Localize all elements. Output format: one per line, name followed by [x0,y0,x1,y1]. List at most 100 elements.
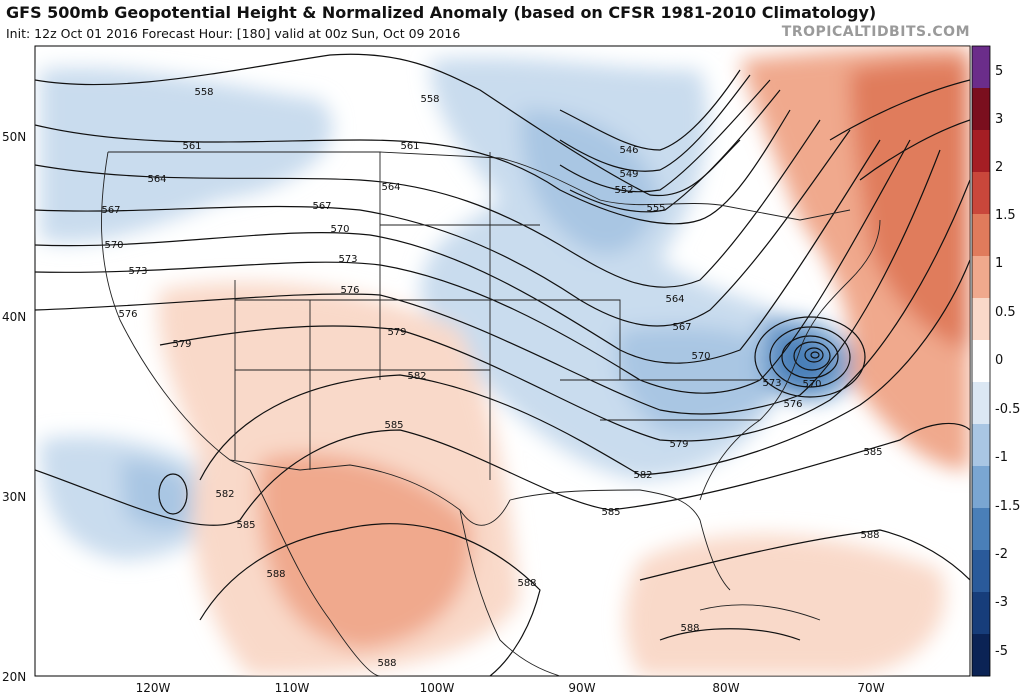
contour-low-ring-1 [754,316,866,398]
cb-label-5: 5 [995,64,1003,79]
chart-subtitle: Init: 12z Oct 01 2016 Forecast Hour: [18… [6,26,461,41]
contour-labels: 558 558 561 561 564 564 564 567 567 567 … [101,87,882,669]
label-564-b: 564 [381,182,400,193]
lon-label-70w: 70W [857,681,884,695]
contour-564 [35,119,821,288]
contour-585 [35,422,970,526]
lon-label-120w: 120W [136,681,171,695]
lon-label-100w: 100W [420,681,455,695]
cuba [699,604,821,621]
label-588: 588 [266,569,285,580]
anomaly-shading [40,46,970,676]
label-561: 561 [182,141,201,152]
colorbar-labels: 5 3 2 1.5 1 0.5 0 -0.5 -1 -1.5 -2 -3 -5 [995,64,1020,659]
label-573-c: 573 [762,378,781,389]
colorbar-segment [972,214,990,257]
colorbar-segment [972,592,990,635]
state-line-8 [490,299,621,380]
colorbar-segment [972,46,990,89]
label-570-b: 570 [330,224,349,235]
contour-northeast-loop [829,79,970,141]
label-546: 546 [619,145,638,156]
label-570-d: 570 [802,379,821,390]
contour-546 [559,69,741,151]
lat-label-30n: 30N [2,490,26,504]
label-573-b: 573 [338,254,357,265]
label-570: 570 [104,240,123,251]
label-579-c: 579 [669,439,688,450]
label-582-b: 582 [633,470,652,481]
cb-label-neg-0-5: -0.5 [995,402,1020,417]
cb-label-0: 0 [995,353,1003,368]
contour-low-ring-5 [804,347,824,363]
contour-low-ring-6 [810,351,820,359]
cb-label-0-5: 0.5 [995,305,1016,320]
label-564: 564 [147,174,166,185]
cb-label-1-5: 1.5 [995,208,1016,223]
mexico-gulf-coast [459,509,561,676]
contour-555 [569,89,781,213]
label-555: 555 [646,203,665,214]
state-borders [101,151,881,676]
contour-570 [35,139,881,364]
us-coastline-west [101,151,251,471]
contour-573 [35,139,911,394]
cb-label-neg-3: -3 [995,595,1008,610]
label-567: 567 [101,205,120,216]
lat-label-40n: 40N [2,310,26,324]
colorbar-segment [972,508,990,551]
label-576-b: 576 [340,285,359,296]
colorbar-segment [972,466,990,509]
label-588-e: 588 [377,658,396,669]
colorbar-frame [971,45,991,677]
contour-northeast-loop-2 [859,119,970,181]
gulf-coast [509,489,731,591]
colorbar-segment [972,172,990,215]
colorbar-segment [972,256,990,299]
us-mexico-border [229,459,511,526]
label-588-b: 588 [517,578,536,589]
lon-label-90w: 90W [568,681,595,695]
label-570-c: 570 [691,351,710,362]
colorbar-segment [972,340,990,383]
site-watermark: TROPICALTIDBITS.COM [781,24,970,40]
label-579-b: 579 [387,327,406,338]
label-585-c: 585 [863,447,882,458]
us-canada-border [108,151,851,221]
lon-label-110w: 110W [275,681,310,695]
label-588-d: 588 [680,623,699,634]
contour-588-carib [659,628,801,641]
colorbar-segment [972,550,990,593]
label-573: 573 [128,266,147,277]
cb-label-3: 3 [995,112,1003,127]
label-567-c: 567 [672,322,691,333]
label-561-b: 561 [400,141,419,152]
contour-low-ring-4 [793,341,831,371]
contour-549 [559,74,751,172]
cb-label-neg-5: -5 [995,644,1008,659]
colorbar-segment [972,298,990,341]
mexico-coast [249,469,381,676]
label-582-c: 582 [215,489,234,500]
colorbar-segment [972,88,990,131]
label-558: 558 [194,87,213,98]
cb-label-neg-1-5: -1.5 [995,499,1020,514]
colorbar-segment [972,382,990,425]
latitude-axis: 50N 40N 30N 20N [2,130,26,684]
cb-label-2: 2 [995,160,1003,175]
height-contours [35,53,970,676]
contour-579 [159,179,970,442]
contour-588-east [639,529,970,581]
contour-582 [199,259,970,481]
contour-561 [35,109,791,225]
cb-label-1: 1 [995,256,1003,271]
label-585: 585 [384,420,403,431]
label-582: 582 [407,371,426,382]
cb-label-neg-2: -2 [995,547,1008,562]
colorbar [971,45,991,677]
colorbar-segment [972,130,990,173]
contour-sw-low [158,473,188,515]
label-585-d: 585 [236,520,255,531]
contour-558 [35,53,741,197]
